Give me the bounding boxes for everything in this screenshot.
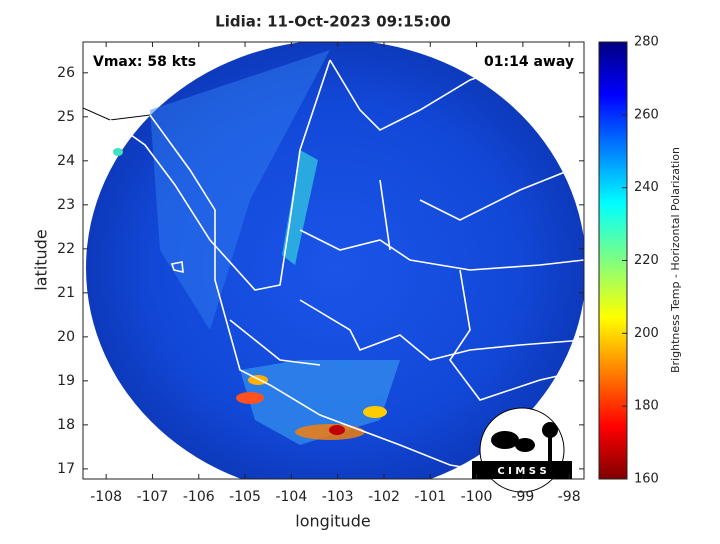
- logo-dish: [515, 438, 535, 452]
- colorbar-tick-label: 160: [634, 472, 659, 487]
- x-tick-label: -101: [414, 489, 446, 505]
- y-tick-label: 22: [57, 241, 75, 257]
- x-tick-label: -102: [368, 489, 400, 505]
- swath-hot: [113, 148, 123, 156]
- y-tick-label: 23: [57, 197, 75, 213]
- x-axis-label: longitude: [295, 512, 370, 531]
- y-tick-label: 20: [57, 329, 75, 345]
- x-tick-label: -99: [511, 489, 534, 505]
- x-tick-label: -106: [183, 489, 215, 505]
- x-tick-label: -107: [137, 489, 169, 505]
- annotation: 01:14 away: [484, 54, 574, 70]
- border: [229, 169, 584, 401]
- swath-hot: [363, 406, 387, 418]
- swath-texture: [240, 360, 400, 445]
- y-tick-label: 26: [57, 65, 75, 81]
- x-tick-label: -98: [558, 489, 581, 505]
- y-tick-label: 18: [57, 417, 75, 433]
- swath-texture: [150, 50, 330, 330]
- coastline: [170, 261, 184, 274]
- coastline: [109, 42, 581, 291]
- swath-texture: [282, 150, 318, 265]
- annotation: Vmax: 58 kts: [93, 54, 196, 70]
- colorbar-tick-label: 200: [634, 326, 659, 341]
- y-tick-label: 17: [57, 461, 75, 477]
- y-tick-label: 19: [57, 373, 75, 389]
- logo-tower: [542, 422, 558, 438]
- swath-hot: [236, 392, 264, 404]
- swath-hot: [329, 425, 345, 435]
- colorbar-tick-label: 280: [634, 35, 659, 50]
- coastline: [149, 114, 481, 471]
- x-tick-label: -103: [322, 489, 354, 505]
- logo: C I M S S: [472, 407, 572, 493]
- colorbar-tick-label: 220: [634, 253, 659, 268]
- colorbar-label: Brightness Temp - Horizontal Polarizatio…: [669, 147, 682, 373]
- y-tick-label: 25: [57, 109, 75, 125]
- chart-title: Lidia: 11-Oct-2023 09:15:00: [215, 13, 451, 31]
- colorbar-tick-label: 260: [634, 107, 659, 122]
- y-tick-label: 24: [57, 153, 75, 169]
- y-tick-label: 21: [57, 285, 75, 301]
- x-tick-label: -108: [90, 489, 122, 505]
- colorbar-tick-label: 180: [634, 399, 659, 414]
- logo-tower: [548, 436, 552, 461]
- logo-dish: [491, 431, 519, 449]
- y-axis-label: latitude: [32, 229, 51, 290]
- x-tick-label: -104: [275, 489, 307, 505]
- x-tick-label: -105: [229, 489, 261, 505]
- plot-frame: [82, 41, 585, 480]
- colorbar-tick-label: 240: [634, 180, 659, 195]
- swath-hot: [248, 375, 268, 385]
- swath: [83, 42, 584, 479]
- logo-text: C I M S S: [497, 466, 546, 477]
- logo-band: [472, 461, 572, 479]
- x-tick-label: -100: [461, 489, 493, 505]
